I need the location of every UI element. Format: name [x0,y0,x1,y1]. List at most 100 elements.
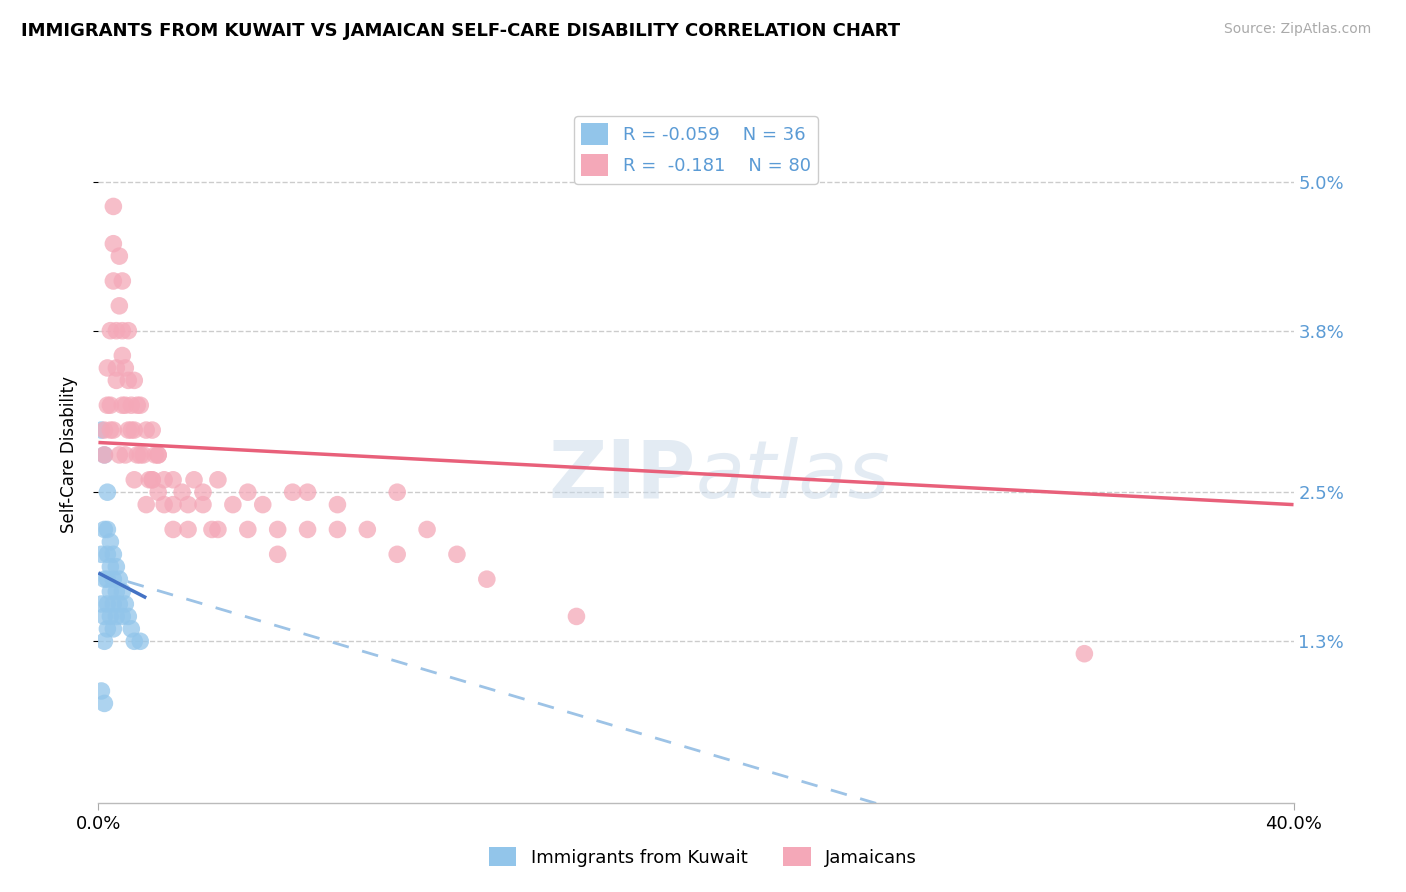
Point [565,609,588,624]
Point [201,523,224,537]
Point [100,584,122,599]
Text: IMMIGRANTS FROM KUWAIT VS JAMAICAN SELF-CARE DISABILITY CORRELATION CHART: IMMIGRANTS FROM KUWAIT VS JAMAICAN SELF-… [21,22,900,40]
Point [100,398,122,412]
Point [222,498,245,512]
Point [108,249,131,263]
Point [114,597,136,611]
Point [127,448,149,462]
Point [96,597,118,611]
Point [114,398,136,412]
Point [172,485,194,500]
Point [96,572,118,586]
Point [326,523,349,537]
Point [124,634,146,648]
Point [191,498,214,512]
Point [100,534,122,549]
Point [111,349,134,363]
Point [103,423,125,437]
Point [148,448,170,462]
Point [93,448,115,462]
Point [135,498,157,512]
Point [177,523,200,537]
Point [120,398,142,412]
Point [207,523,229,537]
Point [108,572,131,586]
Point [162,523,184,537]
Point [100,423,122,437]
Point [93,634,115,648]
Point [162,498,184,512]
Point [252,498,274,512]
Point [90,597,112,611]
Point [111,584,134,599]
Point [111,324,134,338]
Point [117,324,139,338]
Point [103,199,125,213]
Point [93,572,115,586]
Y-axis label: Self-Care Disability: Self-Care Disability [59,376,77,533]
Text: Source: ZipAtlas.com: Source: ZipAtlas.com [1223,22,1371,37]
Point [267,523,290,537]
Point [96,547,118,561]
Point [177,498,200,512]
Point [141,473,163,487]
Point [111,398,134,412]
Point [416,523,439,537]
Point [132,448,155,462]
Point [141,423,163,437]
Point [105,584,128,599]
Point [105,324,128,338]
Point [114,448,136,462]
Point [117,373,139,387]
Point [105,559,128,574]
Point [108,448,131,462]
Point [135,423,157,437]
Point [103,597,125,611]
Point [124,423,146,437]
Legend: Immigrants from Kuwait, Jamaicans: Immigrants from Kuwait, Jamaicans [482,840,924,874]
Point [267,547,290,561]
Point [120,622,142,636]
Point [105,373,128,387]
Point [281,485,304,500]
Point [446,547,468,561]
Point [90,547,112,561]
Point [475,572,498,586]
Point [111,274,134,288]
Point [1073,647,1095,661]
Point [117,609,139,624]
Point [93,697,115,711]
Point [90,423,112,437]
Point [100,324,122,338]
Point [124,373,146,387]
Point [297,485,319,500]
Point [103,274,125,288]
Point [117,423,139,437]
Point [93,609,115,624]
Point [124,473,146,487]
Point [385,485,409,500]
Point [141,473,163,487]
Point [103,572,125,586]
Point [162,473,184,487]
Point [129,398,152,412]
Point [385,547,409,561]
Point [96,622,118,636]
Point [148,448,170,462]
Point [148,485,170,500]
Point [356,523,378,537]
Point [96,398,118,412]
Text: atlas: atlas [696,437,891,515]
Point [111,609,134,624]
Point [105,609,128,624]
Point [114,360,136,375]
Point [103,236,125,251]
Point [236,523,259,537]
Point [236,485,259,500]
Point [191,485,214,500]
Point [96,523,118,537]
Point [108,299,131,313]
Point [153,498,176,512]
Point [105,360,128,375]
Point [183,473,205,487]
